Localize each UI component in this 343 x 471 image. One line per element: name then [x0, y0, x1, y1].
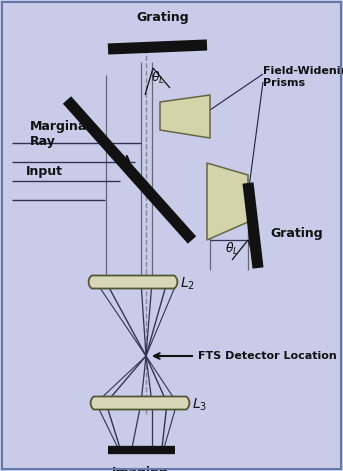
Text: $\theta_L$: $\theta_L$: [151, 70, 165, 86]
Polygon shape: [160, 95, 210, 138]
Polygon shape: [88, 276, 177, 289]
Polygon shape: [207, 163, 248, 240]
Text: Input: Input: [26, 165, 63, 179]
Text: $L_3$: $L_3$: [192, 397, 207, 413]
Text: $\theta_L$: $\theta_L$: [225, 241, 239, 257]
Polygon shape: [91, 397, 189, 409]
Text: Imaging
Detector: Imaging Detector: [109, 466, 170, 471]
Text: Field-Widening
Prisms: Field-Widening Prisms: [263, 66, 343, 88]
Text: Marginal
Ray: Marginal Ray: [30, 120, 92, 148]
Text: Grating: Grating: [137, 10, 189, 24]
Text: Grating: Grating: [270, 227, 323, 239]
Text: FTS Detector Location: FTS Detector Location: [198, 351, 337, 361]
Text: $L_2$: $L_2$: [180, 276, 195, 292]
